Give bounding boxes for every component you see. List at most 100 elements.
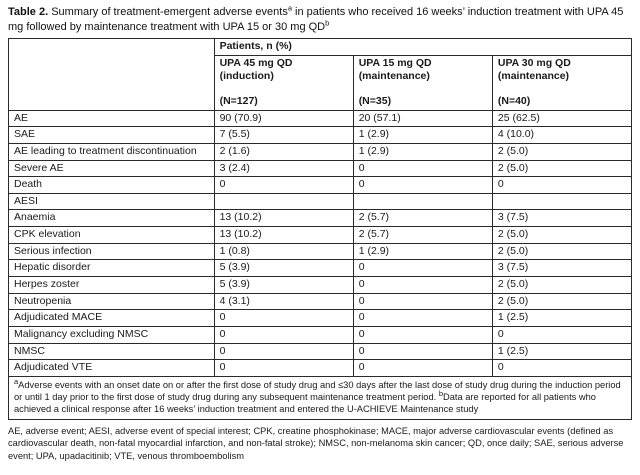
- column-header-upa30: UPA 30 mg QD (maintenance) (N=40): [491, 54, 633, 111]
- row-label: AESI: [8, 192, 215, 211]
- column-header-line2: (maintenance): [497, 70, 570, 83]
- table-caption: Table 2. Summary of treatment-emergent a…: [8, 3, 632, 34]
- table-row: AE 90 (70.9) 20 (57.1) 25 (62.5): [8, 109, 633, 128]
- cell-value: [352, 192, 493, 211]
- column-header-n: (N=127): [219, 94, 258, 107]
- cell-value: 2 (5.0): [491, 242, 633, 261]
- column-header-upa45: UPA 45 mg QD (induction) (N=127): [213, 54, 354, 111]
- abbreviations-note: AE, adverse event; AESI, adverse event o…: [8, 425, 624, 461]
- footnote-marker-b: b: [438, 389, 443, 399]
- row-label: NMSC: [8, 342, 215, 361]
- cell-value: 3 (7.5): [491, 259, 633, 277]
- cell-value: 0: [352, 342, 493, 361]
- footnote-marker-a: a: [287, 3, 292, 13]
- table-row: Malignancy excluding NMSC 0 0 0: [8, 325, 633, 344]
- column-header-line1: UPA 30 mg QD: [497, 56, 571, 69]
- table-row: Hepatic disorder 5 (3.9) 0 3 (7.5): [8, 259, 633, 277]
- footnote-text-b: Data are reported for all patients who a…: [14, 392, 596, 415]
- row-label: Malignancy excluding NMSC: [8, 325, 215, 344]
- cell-value: 5 (3.9): [213, 276, 354, 294]
- column-header-line1: UPA 15 mg QD: [358, 56, 432, 69]
- corner-cell: [8, 38, 215, 111]
- cell-value: 0: [352, 159, 493, 178]
- row-label: SAE: [8, 126, 215, 144]
- footnote-marker-b: b: [325, 17, 330, 27]
- cell-value: 0: [352, 309, 493, 327]
- table-caption-text-1: Summary of treatment-emergent adverse ev…: [48, 6, 288, 18]
- cell-value: 20 (57.1): [352, 109, 493, 128]
- footnote-text-a: Adverse events with an onset date on or …: [14, 379, 621, 403]
- cell-value: [491, 192, 633, 211]
- row-label: Hepatic disorder: [8, 259, 215, 277]
- cell-value: 1 (2.5): [491, 309, 633, 327]
- cell-value: 2 (5.7): [352, 209, 493, 228]
- cell-value: 1 (2.9): [352, 242, 493, 261]
- footnote-marker-a: a: [14, 376, 19, 386]
- table-row: Neutropenia 4 (3.1) 0 2 (5.0): [8, 292, 633, 311]
- cell-value: 0: [213, 342, 354, 361]
- cell-value: 13 (10.2): [213, 209, 354, 228]
- cell-value: 0: [213, 359, 354, 377]
- cell-value: 3 (7.5): [491, 209, 633, 228]
- table-row: AE leading to treatment discontinuation 2…: [8, 142, 633, 161]
- table-row: Severe AE 3 (2.4) 0 2 (5.0): [8, 159, 633, 178]
- patients-span-header: Patients, n (%): [213, 38, 633, 56]
- row-label: Adjudicated MACE: [8, 309, 215, 327]
- table-row: SAE 7 (5.5) 1 (2.9) 4 (10.0): [8, 126, 633, 144]
- table-row: Adjudicated MACE 0 0 1 (2.5): [8, 309, 633, 327]
- column-header-line1: UPA 45 mg QD: [219, 56, 293, 69]
- column-header-line2: (induction): [219, 70, 274, 83]
- row-label: Herpes zoster: [8, 276, 215, 294]
- table-row: Death 0 0 0: [8, 176, 633, 194]
- cell-value: 2 (5.0): [491, 292, 633, 311]
- cell-value: 2 (5.0): [491, 276, 633, 294]
- row-label: Severe AE: [8, 159, 215, 178]
- cell-value: [213, 192, 354, 211]
- cell-value: 90 (70.9): [213, 109, 354, 128]
- cell-value: 0: [213, 325, 354, 344]
- cell-value: 0: [352, 359, 493, 377]
- cell-value: 7 (5.5): [213, 126, 354, 144]
- cell-value: 0: [491, 176, 633, 194]
- cell-value: 0: [491, 325, 633, 344]
- row-label: Serious infection: [8, 242, 215, 261]
- cell-value: 4 (3.1): [213, 292, 354, 311]
- table-row: Anaemia 13 (10.2) 2 (5.7) 3 (7.5): [8, 209, 633, 228]
- table-row: Serious infection 1 (0.8) 1 (2.9) 2 (5.0): [8, 242, 633, 261]
- cell-value: 2 (5.0): [491, 226, 633, 244]
- cell-value: 25 (62.5): [491, 109, 633, 128]
- column-header-n: (N=40): [497, 94, 531, 107]
- cell-value: 1 (0.8): [213, 242, 354, 261]
- cell-value: 2 (1.6): [213, 142, 354, 161]
- cell-value: 0: [352, 176, 493, 194]
- cell-value: 4 (10.0): [491, 126, 633, 144]
- row-label: Death: [8, 176, 215, 194]
- cell-value: 3 (2.4): [213, 159, 354, 178]
- column-header-row: UPA 45 mg QD (induction) (N=127) UPA 15 …: [9, 54, 633, 111]
- adverse-events-table: Patients, n (%) UPA 45 mg QD (induction)…: [8, 38, 633, 420]
- column-header-n: (N=35): [358, 94, 392, 107]
- row-label: Adjudicated VTE: [8, 359, 215, 377]
- cell-value: 1 (2.9): [352, 126, 493, 144]
- table-caption-text-2: in patients who received 16 weeks’ induc…: [8, 6, 624, 33]
- cell-value: 13 (10.2): [213, 226, 354, 244]
- column-header-upa15: UPA 15 mg QD (maintenance) (N=35): [352, 54, 493, 111]
- table-footnote: aAdverse events with an onset date on or…: [8, 375, 632, 420]
- row-label: AE leading to treatment discontinuation: [8, 142, 215, 161]
- cell-value: 0: [352, 276, 493, 294]
- cell-value: 0: [213, 176, 354, 194]
- column-header-line2: (maintenance): [358, 70, 430, 83]
- table-row: Herpes zoster 5 (3.9) 0 2 (5.0): [8, 276, 633, 294]
- cell-value: 0: [491, 359, 633, 377]
- cell-value: 2 (5.0): [491, 142, 633, 161]
- row-label: Anaemia: [8, 209, 215, 228]
- table-caption-label: Table 2.: [8, 6, 49, 18]
- table-body: AE 90 (70.9) 20 (57.1) 25 (62.5) SAE 7 (5.5) 1…: [8, 109, 633, 377]
- cell-value: 0: [352, 259, 493, 277]
- row-label: Neutropenia: [8, 292, 215, 311]
- table-row: AESI: [8, 192, 633, 211]
- span-header-row: Patients, n (%): [8, 38, 633, 111]
- row-label: CPK elevation: [8, 226, 215, 244]
- cell-value: 5 (3.9): [213, 259, 354, 277]
- table-row: Adjudicated VTE 0 0 0: [8, 359, 633, 377]
